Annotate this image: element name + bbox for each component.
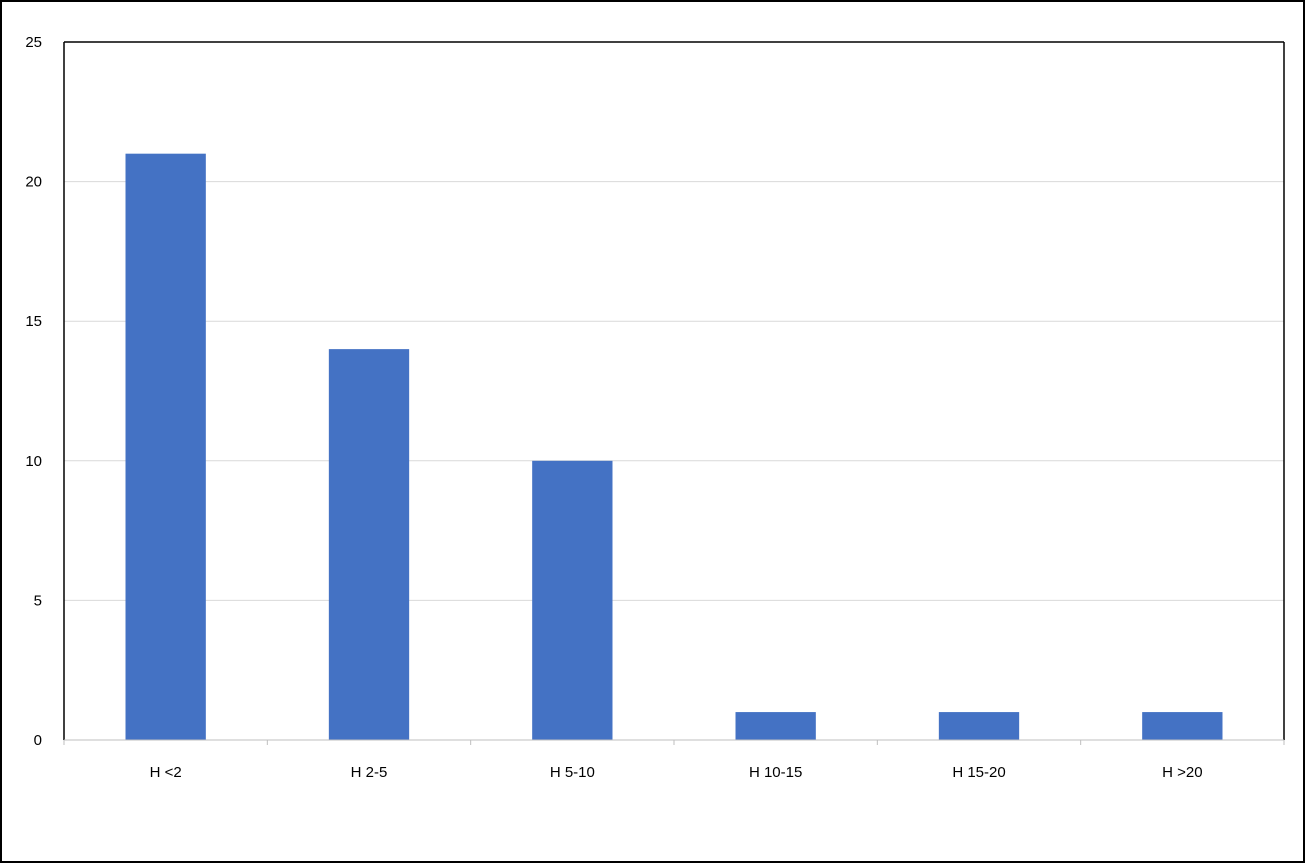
y-tick-labels: 0 5 10 15 20 25 <box>25 34 42 749</box>
x-tick-label: H <2 <box>150 764 182 781</box>
y-tick-label: 25 <box>25 34 42 51</box>
gridlines <box>64 181 1284 601</box>
y-tick-label: 5 <box>34 592 42 609</box>
x-tick-label: H 5-10 <box>550 764 595 781</box>
x-tick-label: H 15-20 <box>952 764 1005 781</box>
y-tick-label: 0 <box>34 732 42 749</box>
x-tick-label: H 10-15 <box>749 764 802 781</box>
bars <box>125 153 1223 740</box>
y-tick-label: 10 <box>25 453 42 470</box>
bar <box>1142 712 1223 740</box>
bar <box>735 712 816 740</box>
x-tick-label: H >20 <box>1162 764 1202 781</box>
x-tick-label: H 2-5 <box>351 764 388 781</box>
x-tick-labels: H <2 H 2-5 H 5-10 H 10-15 H 15-20 H >20 <box>150 764 1203 781</box>
bar <box>532 460 613 740</box>
axes <box>63 41 1285 745</box>
bar <box>328 349 410 740</box>
y-tick-label: 20 <box>25 174 42 191</box>
bar <box>125 153 206 740</box>
y-tick-label: 15 <box>25 313 42 330</box>
bar <box>938 712 1020 740</box>
